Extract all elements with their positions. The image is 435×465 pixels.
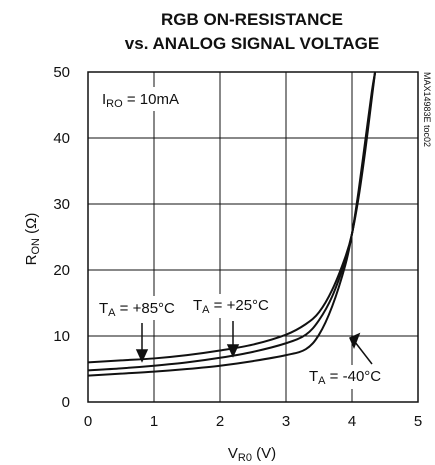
series-label-85c-sub: A — [108, 307, 116, 319]
arrow-25c-head — [226, 344, 240, 358]
y-axis-label: RON (Ω) — [23, 213, 42, 266]
y-tick-label-3: 30 — [53, 196, 70, 213]
arrow-85c-head — [135, 349, 149, 363]
y-tick-label-5: 50 — [53, 64, 70, 81]
plot-frame — [87, 71, 419, 403]
grid — [88, 72, 418, 402]
series-25c-line — [87, 71, 377, 372]
x-axis-label: VR0 (V) — [228, 445, 276, 464]
x-axis-label-unit: (V) — [252, 445, 276, 462]
label-m40c-bg — [306, 365, 392, 389]
series-label-85c: TA = +85°C — [99, 300, 175, 319]
arrow-m40c-line — [354, 341, 373, 365]
x-tick-label-4: 4 — [348, 413, 356, 430]
chart-title-line-2: vs. ANALOG SIGNAL VOLTAGE — [125, 34, 379, 53]
condition-label-sub: RO — [106, 98, 123, 110]
condition-label-bg — [98, 87, 202, 111]
y-axis-label-sub: ON — [30, 238, 42, 255]
arrow-m40c-head — [349, 332, 361, 349]
series-label-25c-sub: A — [202, 304, 210, 316]
chart-title-line-1: RGB ON-RESISTANCE — [161, 10, 343, 29]
y-axis-label-unit: (Ω) — [23, 213, 40, 238]
x-tick-labels: 0 1 2 3 4 5 — [84, 413, 422, 430]
series-label-m40c-rest: = -40°C — [326, 368, 382, 385]
series-label-25c-main: T — [193, 297, 202, 314]
y-tick-label-2: 20 — [53, 262, 70, 279]
x-tick-label-3: 3 — [282, 413, 290, 430]
label-25c-bg — [192, 294, 282, 318]
y-axis-label-main: R — [23, 254, 40, 265]
series-label-m40c-sub: A — [318, 375, 326, 387]
x-tick-label-2: 2 — [216, 413, 224, 430]
annotation-arrows — [135, 321, 373, 365]
series-label-m40c: TA = -40°C — [309, 368, 381, 387]
series-label-85c-rest: = +85°C — [116, 300, 176, 317]
label-85c-bg — [98, 296, 186, 320]
y-tick-label-4: 40 — [53, 130, 70, 147]
x-tick-label-0: 0 — [84, 413, 92, 430]
condition-label-main: I — [102, 91, 106, 108]
series-label-25c-rest: = +25°C — [210, 297, 270, 314]
x-axis-label-sub: R0 — [238, 452, 252, 464]
condition-label: IRO = 10mA — [102, 91, 179, 110]
x-tick-label-5: 5 — [414, 413, 422, 430]
series-group — [87, 71, 377, 377]
y-tick-label-0: 0 — [62, 394, 70, 411]
series-label-25c: TA = +25°C — [193, 297, 269, 316]
x-axis-label-main: V — [228, 445, 238, 462]
series-m40c-line — [87, 71, 377, 377]
y-tick-labels: 0 10 20 30 40 50 — [53, 64, 70, 411]
y-tick-label-1: 10 — [53, 328, 70, 345]
series-label-85c-main: T — [99, 300, 108, 317]
series-label-m40c-main: T — [309, 368, 318, 385]
condition-label-rest: = 10mA — [123, 91, 179, 108]
side-code: MAX14983E toc02 — [422, 72, 432, 147]
x-tick-label-1: 1 — [150, 413, 158, 430]
